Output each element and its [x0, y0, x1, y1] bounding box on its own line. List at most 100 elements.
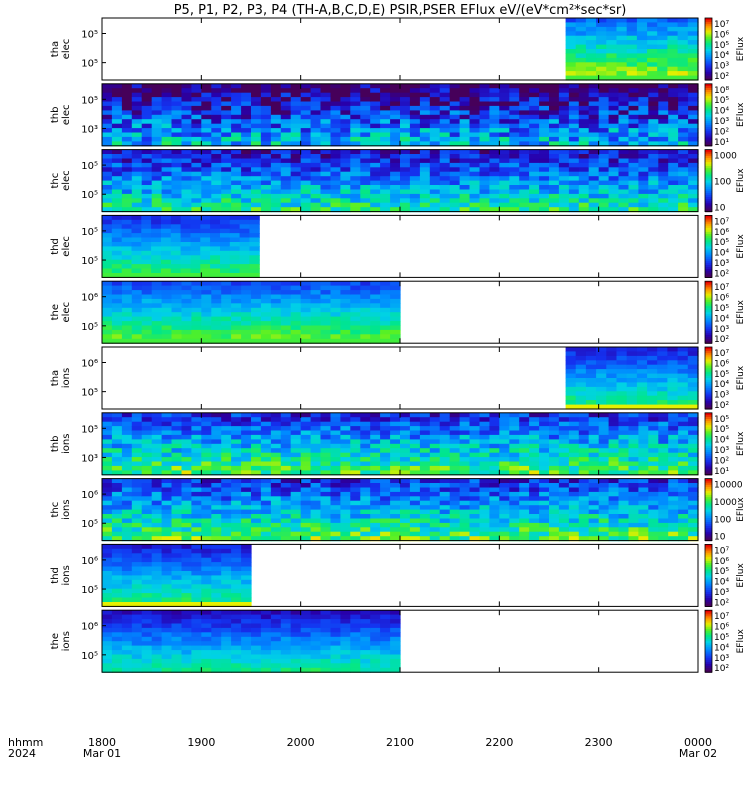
- heatmap-cell: [499, 154, 510, 159]
- colorbar-swatch: [705, 295, 712, 299]
- heatmap-cell: [290, 527, 302, 533]
- heatmap-cell: [459, 448, 471, 454]
- colorbar-swatch: [705, 314, 712, 317]
- heatmap-cell: [585, 49, 597, 54]
- heatmap-cell: [409, 136, 421, 142]
- heatmap-cell: [588, 180, 600, 186]
- heatmap-cell: [429, 522, 441, 528]
- heatmap-cell: [151, 132, 163, 138]
- heatmap-cell: [618, 180, 629, 186]
- heatmap-cell: [539, 412, 550, 418]
- heatmap-cell: [360, 426, 371, 432]
- heatmap-cell: [131, 597, 143, 603]
- colorbar-tick-label: 10: [714, 533, 726, 543]
- heatmap-cell: [678, 128, 689, 134]
- heatmap-cell: [200, 268, 211, 274]
- heatmap-cell: [648, 487, 659, 493]
- heatmap-cell: [499, 461, 510, 467]
- heatmap-cell: [151, 566, 163, 572]
- heatmap-cell: [141, 465, 153, 471]
- heatmap-cell: [658, 176, 669, 182]
- heatmap-cell: [479, 443, 490, 449]
- heatmap-cell: [558, 193, 570, 199]
- heatmap-cell: [131, 478, 143, 484]
- heatmap-cell: [568, 518, 580, 524]
- heatmap-cell: [647, 26, 658, 32]
- heatmap-cell: [658, 136, 669, 142]
- heatmap-cell: [469, 141, 480, 147]
- heatmap-cell: [102, 154, 113, 159]
- heatmap-cell: [588, 154, 600, 159]
- heatmap-cell: [239, 224, 250, 230]
- heatmap-cell: [687, 351, 699, 357]
- heatmap-cell: [658, 83, 669, 89]
- heatmap-cell: [519, 491, 530, 497]
- heatmap-cell: [585, 62, 597, 68]
- colorbar-tick-label: 10⁴: [714, 314, 729, 324]
- heatmap-cell: [330, 149, 341, 155]
- colorbar-swatch: [705, 63, 712, 67]
- heatmap-cell: [459, 439, 471, 445]
- heatmap-cell: [429, 158, 441, 164]
- heatmap-cell: [568, 141, 580, 147]
- heatmap-cell: [102, 83, 113, 89]
- heatmap-cell: [648, 198, 659, 204]
- heatmap-cell: [400, 114, 411, 120]
- heatmap-cell: [181, 571, 192, 576]
- colorbar-swatch: [705, 517, 712, 521]
- heatmap-cell: [141, 470, 153, 476]
- heatmap-cell: [565, 351, 577, 357]
- heatmap-cell: [102, 602, 113, 607]
- heatmap-cell: [141, 329, 153, 335]
- heatmap-cell: [565, 395, 577, 401]
- heatmap-cell: [449, 452, 461, 458]
- heatmap-cell: [638, 176, 649, 182]
- heatmap-cell: [489, 158, 500, 164]
- heatmap-cell: [667, 71, 679, 77]
- heatmap-cell: [191, 584, 202, 590]
- heatmap-cell: [151, 290, 163, 296]
- heatmap-cell: [539, 496, 550, 502]
- colorbar-swatch: [705, 462, 712, 466]
- heatmap-cell: [618, 185, 629, 190]
- heatmap-cell: [390, 198, 401, 204]
- heatmap-cell: [221, 154, 232, 159]
- heatmap-cell: [300, 334, 312, 340]
- heatmap-cell: [260, 167, 272, 173]
- heatmap-cell: [499, 92, 510, 98]
- heatmap-cell: [459, 193, 471, 199]
- heatmap-cell: [171, 579, 182, 585]
- heatmap-cell: [180, 268, 191, 274]
- heatmap-cell: [618, 119, 629, 125]
- heatmap-cell: [598, 88, 610, 94]
- heatmap-cell: [419, 132, 431, 138]
- heatmap-cell: [429, 457, 441, 463]
- heatmap-cell: [151, 514, 163, 519]
- heatmap-cell: [380, 439, 391, 445]
- heatmap-cell: [439, 487, 451, 493]
- heatmap-cell: [260, 321, 272, 327]
- heatmap-cell: [161, 496, 173, 502]
- colorbar-swatch: [705, 262, 712, 266]
- heatmap-cell: [499, 83, 510, 89]
- heatmap-cell: [529, 417, 540, 423]
- colorbar-tick-label: 10⁴: [714, 51, 729, 61]
- heatmap-cell: [111, 171, 123, 177]
- heatmap-cell: [549, 509, 560, 515]
- heatmap-cell: [201, 316, 212, 322]
- heatmap-cell: [229, 215, 241, 221]
- heatmap-cell: [111, 176, 123, 182]
- heatmap-cell: [330, 128, 341, 134]
- heatmap-cell: [479, 167, 490, 173]
- heatmap-cell: [231, 448, 242, 454]
- heatmap-cell: [588, 491, 600, 497]
- heatmap-cell: [509, 180, 520, 186]
- heatmap-cell: [121, 338, 133, 344]
- heatmap-cell: [191, 443, 202, 449]
- heatmap-cell: [568, 430, 580, 436]
- heatmap-cell: [479, 412, 490, 418]
- heatmap-cell: [575, 382, 587, 388]
- heatmap-cell: [211, 303, 222, 309]
- heatmap-cell: [201, 114, 212, 120]
- heatmap-cell: [161, 88, 173, 94]
